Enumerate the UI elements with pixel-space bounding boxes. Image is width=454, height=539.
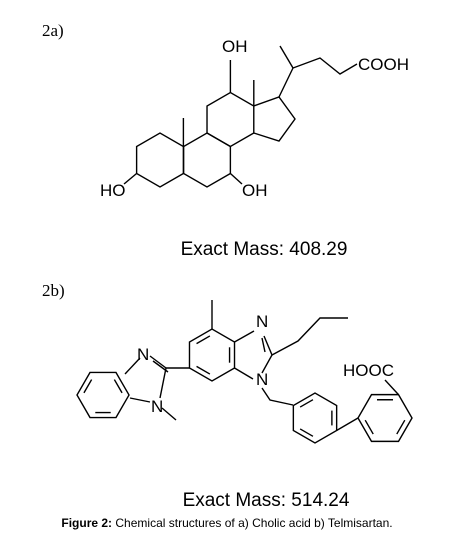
bond: [234, 367, 254, 380]
bond: [261, 337, 266, 353]
caption: Figure 2: Chemical structures of a) Chol…: [61, 516, 392, 530]
bond: [76, 371, 130, 419]
bond: [159, 367, 167, 399]
bond: [299, 399, 314, 408]
bond: [206, 91, 255, 148]
bond: [336, 417, 359, 432]
atom-label: N: [256, 370, 268, 389]
atom-label: OH: [222, 37, 248, 56]
bond: [113, 379, 123, 394]
bond: [384, 379, 400, 396]
bond: [124, 357, 141, 375]
bond: [396, 419, 406, 435]
atom-label: N: [151, 397, 163, 416]
bond: [188, 328, 236, 382]
exact-mass: Exact Mass: 514.24: [183, 490, 350, 511]
bond: [364, 419, 374, 435]
bond: [299, 428, 314, 437]
bond: [196, 365, 211, 375]
caption-label: Figure 2:: [61, 516, 112, 530]
bond: [292, 392, 338, 444]
bond: [357, 393, 413, 443]
atom-label: HO: [100, 181, 126, 200]
bond: [229, 172, 243, 185]
bond: [135, 132, 185, 188]
bond: [253, 96, 296, 142]
bond: [234, 330, 255, 343]
atom-label: HOOC: [343, 361, 394, 380]
exact-mass: Exact Mass: 408.29: [181, 239, 348, 260]
atom-label: OH: [242, 181, 268, 200]
bond: [129, 397, 151, 403]
bond: [182, 132, 232, 188]
structures: [76, 45, 413, 444]
bond: [123, 172, 138, 185]
bond: [279, 45, 294, 69]
atom-label: N: [256, 312, 268, 331]
bond: [149, 355, 167, 369]
bond: [83, 379, 93, 394]
bond: [161, 407, 177, 421]
panel-label: 2a): [42, 21, 64, 40]
panel-label: 2b): [42, 281, 65, 300]
bond: [196, 335, 211, 345]
bond: [271, 317, 348, 356]
caption-text: Chemical structures of a) Cholic acid b)…: [115, 516, 392, 530]
bond: [261, 387, 294, 406]
atom-label: COOH: [358, 55, 409, 74]
bond: [278, 57, 358, 98]
bond: [261, 335, 273, 374]
atom-label: N: [137, 345, 149, 364]
